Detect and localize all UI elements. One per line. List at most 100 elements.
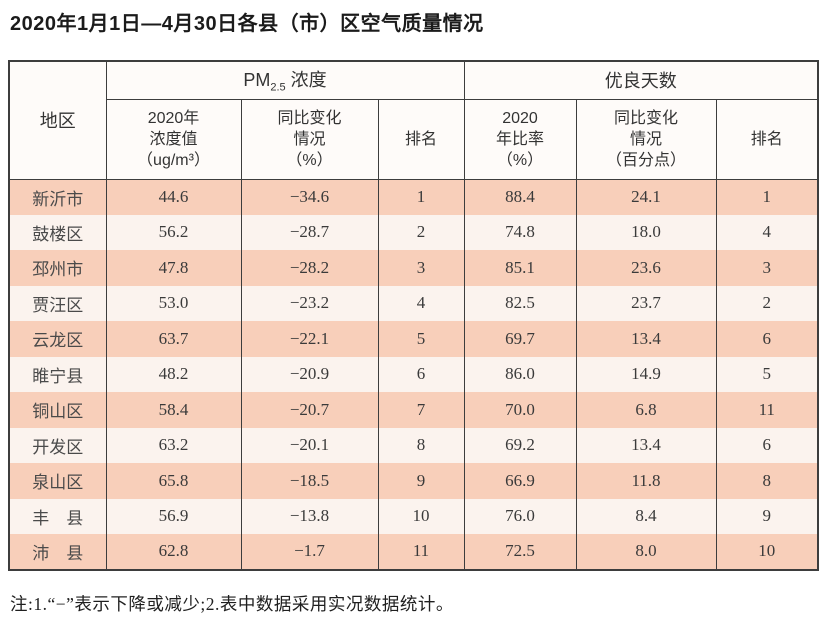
pm-change-cell: −20.7: [240, 392, 379, 428]
pm-change-cell: −23.2: [240, 285, 379, 321]
days-rate-cell: 72.5: [463, 534, 577, 570]
days-rank-cell: 8: [715, 463, 819, 499]
region-cell: 云龙区: [8, 321, 107, 357]
table-row: 新沂市 44.6 −34.6 1 88.4 24.1 1: [8, 179, 819, 215]
table-row: 开发区 63.2 −20.1 8 69.2 13.4 6: [8, 427, 819, 463]
pm-rank-cell: 5: [377, 321, 465, 357]
column-group-good-days: 优良天数: [463, 61, 819, 99]
days-rank-cell: 6: [715, 427, 819, 463]
days-change-cell: 6.8: [575, 392, 717, 428]
days-rank-cell: 5: [715, 356, 819, 392]
pm-value-cell: 58.4: [105, 392, 242, 428]
days-rate-cell: 86.0: [463, 356, 577, 392]
region-cell: 鼓楼区: [8, 214, 107, 250]
days-rate-cell: 69.2: [463, 427, 577, 463]
column-header-pm-change: 同比变化 情况 （%）: [240, 98, 379, 180]
pm-value-cell: 56.9: [105, 498, 242, 534]
days-change-cell: 23.6: [575, 250, 717, 286]
pm-rank-cell: 3: [377, 250, 465, 286]
days-rate-cell: 82.5: [463, 285, 577, 321]
pm-value-cell: 47.8: [105, 250, 242, 286]
pm-rank-cell: 7: [377, 392, 465, 428]
table-row: 邳州市 47.8 −28.2 3 85.1 23.6 3: [8, 250, 819, 286]
days-rank-cell: 3: [715, 250, 819, 286]
pm-rank-cell: 8: [377, 427, 465, 463]
days-change-cell: 11.8: [575, 463, 717, 499]
pm-rank-cell: 9: [377, 463, 465, 499]
pm-change-cell: −18.5: [240, 463, 379, 499]
days-rate-cell: 76.0: [463, 498, 577, 534]
pm-value-cell: 63.2: [105, 427, 242, 463]
table-row: 丰 县 56.9 −13.8 10 76.0 8.4 9: [8, 498, 819, 534]
pm-rank-cell: 1: [377, 179, 465, 215]
days-change-cell: 8.4: [575, 498, 717, 534]
pm-rank-cell: 11: [377, 534, 465, 570]
days-rank-cell: 2: [715, 285, 819, 321]
header-sub-row: 2020年 浓度值 （ug/m³） 同比变化 情况 （%） 排名 2020 年比…: [9, 98, 819, 180]
days-rate-cell: 85.1: [463, 250, 577, 286]
days-rank-cell: 10: [715, 534, 819, 570]
pm-change-cell: −22.1: [240, 321, 379, 357]
pm-value-cell: 56.2: [105, 214, 242, 250]
column-header-pm-rank: 排名: [377, 98, 465, 180]
days-change-cell: 8.0: [575, 534, 717, 570]
pm-change-cell: −20.9: [240, 356, 379, 392]
pm-change-cell: −34.6: [240, 179, 379, 215]
pm-rank-cell: 6: [377, 356, 465, 392]
days-change-cell: 18.0: [575, 214, 717, 250]
days-change-cell: 14.9: [575, 356, 717, 392]
days-change-cell: 23.7: [575, 285, 717, 321]
column-header-days-change: 同比变化 情况 （百分点）: [575, 98, 717, 180]
region-cell: 泉山区: [8, 463, 107, 499]
column-header-days-rank: 排名: [715, 98, 819, 180]
days-rate-cell: 88.4: [463, 179, 577, 215]
table-row: 睢宁县 48.2 −20.9 6 86.0 14.9 5: [8, 356, 819, 392]
days-rank-cell: 11: [715, 392, 819, 428]
days-change-cell: 13.4: [575, 321, 717, 357]
table-body: 新沂市 44.6 −34.6 1 88.4 24.1 1 鼓楼区 56.2 −2…: [8, 179, 819, 570]
table-row: 泉山区 65.8 −18.5 9 66.9 11.8 8: [8, 463, 819, 499]
pm-value-cell: 44.6: [105, 179, 242, 215]
days-rate-cell: 70.0: [463, 392, 577, 428]
pm-change-cell: −20.1: [240, 427, 379, 463]
region-cell: 丰 县: [8, 498, 107, 534]
region-cell: 新沂市: [8, 179, 107, 215]
days-change-cell: 13.4: [575, 427, 717, 463]
table-footnote: 注:1.“−”表示下降或减少;2.表中数据采用实况数据统计。: [10, 593, 454, 614]
days-rank-cell: 6: [715, 321, 819, 357]
pm-label-suffix: 浓度: [285, 70, 327, 91]
days-rate-cell: 69.7: [463, 321, 577, 357]
pm-value-cell: 63.7: [105, 321, 242, 357]
pm-label: PM: [243, 70, 271, 91]
region-cell: 沛 县: [8, 534, 107, 570]
region-cell: 贾汪区: [8, 285, 107, 321]
table-row: 沛 县 62.8 −1.7 11 72.5 8.0 10: [8, 534, 819, 570]
table-row: 鼓楼区 56.2 −28.7 2 74.8 18.0 4: [8, 214, 819, 250]
region-cell: 铜山区: [8, 392, 107, 428]
header-group-row: 地区 PM2.5 浓度 优良天数: [8, 61, 819, 180]
days-rate-cell: 74.8: [463, 214, 577, 250]
column-header-region: 地区: [8, 61, 107, 180]
table-row: 云龙区 63.7 −22.1 5 69.7 13.4 6: [8, 321, 819, 357]
region-cell: 开发区: [8, 427, 107, 463]
table-row: 铜山区 58.4 −20.7 7 70.0 6.8 11: [8, 392, 819, 428]
pm-change-cell: −13.8: [240, 498, 379, 534]
pm-value-cell: 65.8: [105, 463, 242, 499]
days-rank-cell: 4: [715, 214, 819, 250]
days-rank-cell: 1: [715, 179, 819, 215]
pm-value-cell: 62.8: [105, 534, 242, 570]
table-header: 地区 PM2.5 浓度 优良天数 2020年 浓度值 （ug/m³） 同比变化 …: [8, 61, 819, 180]
pm-rank-cell: 2: [377, 214, 465, 250]
pm-change-cell: −28.7: [240, 214, 379, 250]
pm-change-cell: −28.2: [240, 250, 379, 286]
pm-value-cell: 48.2: [105, 356, 242, 392]
days-change-cell: 24.1: [575, 179, 717, 215]
table-row: 贾汪区 53.0 −23.2 4 82.5 23.7 2: [8, 285, 819, 321]
page-title: 2020年1月1日—4月30日各县（市）区空气质量情况: [10, 13, 484, 35]
pm-value-cell: 53.0: [105, 285, 242, 321]
days-rank-cell: 9: [715, 498, 819, 534]
pm-rank-cell: 4: [377, 285, 465, 321]
region-cell: 邳州市: [8, 250, 107, 286]
days-rate-cell: 66.9: [463, 463, 577, 499]
